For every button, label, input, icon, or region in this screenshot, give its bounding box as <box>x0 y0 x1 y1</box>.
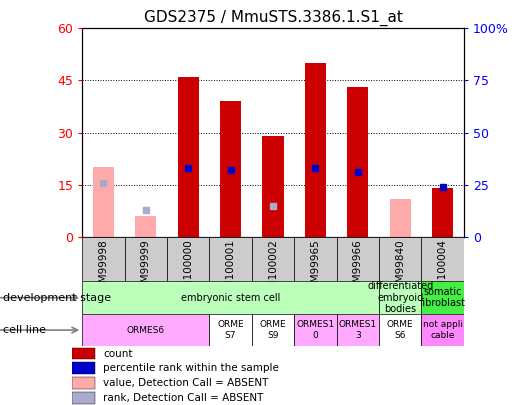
Text: ORMES6: ORMES6 <box>127 326 165 335</box>
Bar <box>82 237 125 281</box>
Text: GSM99965: GSM99965 <box>311 239 320 296</box>
Bar <box>432 188 453 237</box>
Bar <box>421 281 464 314</box>
Text: cell line: cell line <box>3 325 46 335</box>
Text: GSM100004: GSM100004 <box>438 239 447 302</box>
Bar <box>421 314 464 346</box>
Bar <box>82 281 379 314</box>
Bar <box>178 77 199 237</box>
Text: GSM100000: GSM100000 <box>183 239 193 302</box>
Text: percentile rank within the sample: percentile rank within the sample <box>103 363 279 373</box>
Bar <box>305 63 326 237</box>
Bar <box>390 199 411 237</box>
Bar <box>262 136 284 237</box>
Bar <box>72 392 95 403</box>
Bar <box>379 281 421 314</box>
Bar <box>135 216 156 237</box>
Text: development stage: development stage <box>3 293 111 303</box>
Text: embryonic stem cell: embryonic stem cell <box>181 293 280 303</box>
Bar <box>82 314 209 346</box>
Bar <box>72 377 95 389</box>
Bar <box>72 348 95 360</box>
Text: ORME
S6: ORME S6 <box>387 320 413 340</box>
Bar <box>252 314 294 346</box>
Bar <box>167 237 209 281</box>
Text: ORME
S7: ORME S7 <box>217 320 244 340</box>
Bar <box>421 237 464 281</box>
Text: GSM99998: GSM99998 <box>99 239 108 296</box>
Bar <box>220 101 241 237</box>
Text: ORME
S9: ORME S9 <box>260 320 286 340</box>
Bar <box>337 314 379 346</box>
Bar <box>379 314 421 346</box>
Bar <box>93 167 114 237</box>
Bar <box>252 237 294 281</box>
Text: rank, Detection Call = ABSENT: rank, Detection Call = ABSENT <box>103 393 263 403</box>
Text: GSM100001: GSM100001 <box>226 239 235 302</box>
Text: differentiated
embryoid
bodies: differentiated embryoid bodies <box>367 281 434 314</box>
Bar <box>379 237 421 281</box>
Text: GSM99840: GSM99840 <box>395 239 405 296</box>
Text: count: count <box>103 349 132 358</box>
Title: GDS2375 / MmuSTS.3386.1.S1_at: GDS2375 / MmuSTS.3386.1.S1_at <box>144 9 402 26</box>
Bar <box>347 87 368 237</box>
Text: somatic
fibroblast: somatic fibroblast <box>420 287 465 309</box>
Text: GSM100002: GSM100002 <box>268 239 278 302</box>
Text: ORMES1
3: ORMES1 3 <box>339 320 377 340</box>
Bar <box>125 237 167 281</box>
Bar <box>72 362 95 374</box>
Bar <box>294 314 337 346</box>
Text: not appli
cable: not appli cable <box>422 320 463 340</box>
Text: GSM99966: GSM99966 <box>353 239 363 296</box>
Bar <box>209 237 252 281</box>
Text: GSM99999: GSM99999 <box>141 239 151 296</box>
Bar <box>337 237 379 281</box>
Text: value, Detection Call = ABSENT: value, Detection Call = ABSENT <box>103 378 268 388</box>
Text: ORMES1
0: ORMES1 0 <box>296 320 334 340</box>
Bar <box>294 237 337 281</box>
Bar <box>209 314 252 346</box>
